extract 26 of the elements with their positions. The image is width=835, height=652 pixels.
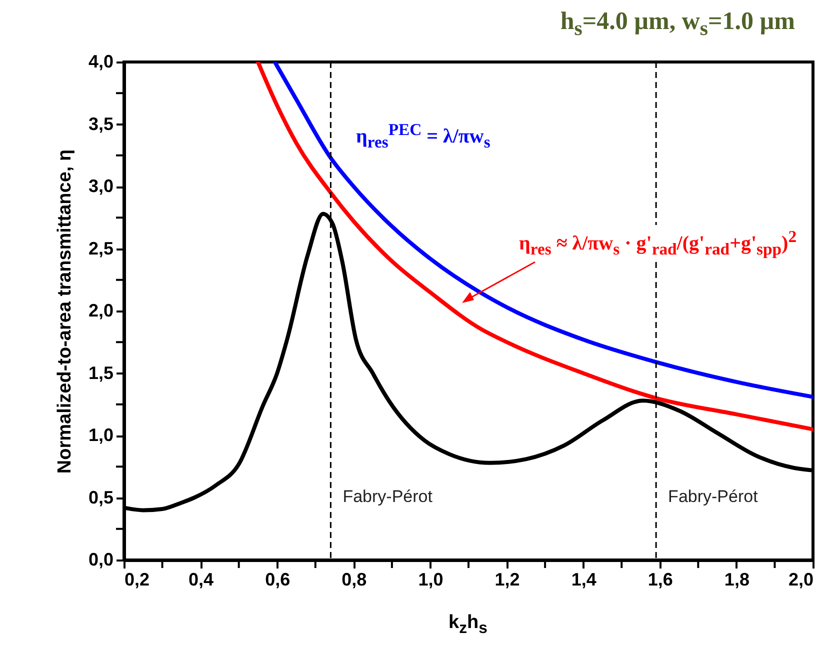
- x-tick-label: 1,4: [571, 570, 596, 590]
- y-tick-label: 0,5: [88, 487, 114, 508]
- x-tick-label: 0,4: [188, 570, 214, 590]
- chart-title: h$_{s}$=4.0 µm, w$_{s}$=1.0 µm: [560, 8, 795, 41]
- x-tick-label: 0,6: [265, 570, 290, 590]
- y-axis-title: Normalized-to-area transmittance, η: [54, 149, 76, 474]
- y-tick-label: 2,0: [88, 300, 114, 320]
- x-axis-title: k$_{z}$h$_{s}$: [448, 612, 488, 638]
- x-tick-label: 1,0: [418, 570, 444, 590]
- x-tick-label: 1,8: [724, 570, 750, 590]
- text: η$_{res}$ ≈ λ/πw$_{s}$ · g'$_{rad}$/(g'$_{rad}$+g'$_{spp}$)$^{2}$: [519, 227, 797, 259]
- y-tick-label: 0,0: [88, 550, 114, 570]
- x-tick-label: 0,2: [124, 570, 150, 590]
- x-tick-label: 1,6: [648, 570, 673, 590]
- ref-line-label: Fabry-Pérot: [342, 487, 433, 506]
- y-tick-label: 1,0: [88, 425, 114, 445]
- series-label: η$_{res}$$^{PEC}$ = λ/πw$_{s}$: [352, 118, 494, 155]
- ref-line-label: Fabry-Pérot: [668, 487, 758, 506]
- y-tick-label: 3,0: [88, 176, 114, 196]
- y-tick-label: 2,5: [88, 238, 114, 258]
- x-tick-label: 1,2: [494, 570, 520, 590]
- y-tick-label: 1,5: [88, 362, 114, 383]
- x-tick-label: 2,0: [788, 570, 814, 590]
- x-tick-label: 0,8: [342, 570, 367, 590]
- y-tick-label: 4,0: [88, 52, 114, 72]
- y-tick-label: 3,5: [88, 114, 114, 134]
